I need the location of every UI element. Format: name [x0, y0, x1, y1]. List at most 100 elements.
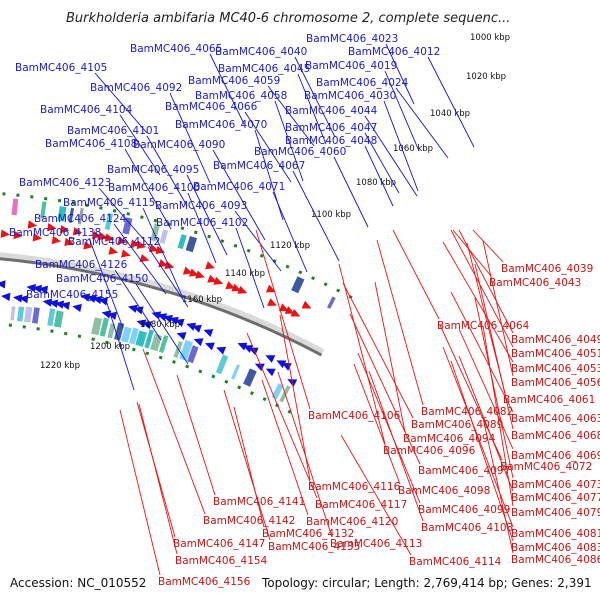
forward-gene-label: BamMC406_4112 — [68, 236, 160, 248]
reverse-gene-label: BamMC406_4072 — [500, 461, 592, 473]
reverse-gene-label: BamMC406_4135 — [268, 541, 360, 553]
genome-rings — [0, 192, 353, 414]
reverse-gene-label: BamMC406_4049 — [511, 334, 600, 346]
reverse-gene-arrow — [149, 244, 159, 253]
forward-leader-line — [297, 73, 327, 145]
reverse-gene-label: BamMC406_4099 — [418, 504, 510, 516]
forward-gene-arrow — [204, 342, 215, 351]
forward-leader-line — [364, 145, 394, 207]
feature-block — [185, 235, 198, 253]
reverse-leader-line — [452, 229, 492, 277]
forward-gene-label: BamMC406_4108 — [45, 138, 137, 150]
reverse-leader-line — [138, 403, 178, 555]
forward-gene-arrow — [18, 294, 29, 304]
forward-gene-arrow — [276, 360, 287, 369]
forward-leader-line — [244, 111, 292, 183]
forward-gene-label: BamMC406_4047 — [285, 122, 377, 134]
feature-block — [159, 229, 169, 244]
reverse-gene-arrow — [188, 268, 199, 277]
feature-block — [128, 327, 139, 345]
feature-block — [122, 217, 133, 235]
reverse-gene-label: BamMC406_4053 — [511, 363, 600, 375]
forward-leader-line — [88, 237, 124, 329]
reverse-gene-arrow — [0, 229, 11, 238]
reverse-leader-line — [255, 229, 311, 410]
reverse-gene-label: BamMC406_4096 — [383, 445, 476, 457]
forward-leader-line — [272, 191, 308, 273]
tick-label: 1000 kbp — [470, 33, 510, 43]
forward-leader-line — [274, 100, 304, 182]
reverse-gene-arrow — [32, 233, 43, 242]
feature-block — [114, 322, 125, 341]
reverse-gene-label: BamMC406_4081 — [511, 528, 600, 540]
forward-gene-arrow — [0, 280, 6, 289]
tick-label: 1120 kbp — [270, 241, 310, 251]
feature-block — [77, 207, 84, 225]
tick-label: 1160 kbp — [182, 295, 222, 305]
forward-gene-arrow — [216, 346, 227, 355]
reverse-gene-arrow — [207, 274, 218, 283]
forward-gene-label: BamMC406_4067 — [213, 160, 305, 172]
forward-leader-line — [292, 170, 340, 262]
reverse-gene-label: BamMC406_4142 — [203, 515, 295, 527]
reverse-gene-arrow — [59, 225, 70, 234]
forward-leader-line — [146, 135, 188, 207]
forward-gene-arrow — [136, 319, 147, 328]
feature-block — [231, 364, 241, 380]
reverse-gene-arrow — [284, 306, 295, 314]
reverse-leader-line — [261, 379, 309, 516]
forward-gene-label: BamMC406_4044 — [285, 105, 378, 117]
forward-gene-arrow — [72, 303, 82, 313]
forward-leader-line — [124, 148, 172, 230]
forward-gene-label: BamMC406_4105 — [15, 62, 107, 74]
forward-gene-arrow — [237, 342, 248, 351]
forward-gene-label: BamMC406_4155 — [26, 289, 118, 301]
forward-gene-label: BamMC406_4019 — [305, 60, 397, 72]
reverse-gene-label: BamMC406_4083 — [511, 542, 600, 554]
forward-gene-arrow — [203, 329, 214, 337]
reverse-leader-line — [442, 241, 514, 363]
reverse-gene-label: BamMC406_4039 — [501, 263, 593, 275]
forward-gene-label: BamMC406_4124 — [34, 213, 127, 225]
forward-leader-line — [186, 174, 228, 256]
reverse-leader-line — [458, 328, 514, 450]
feature-block — [291, 276, 305, 294]
accession-text: Accession: NC_010552 — [10, 576, 146, 590]
reverse-leader-line — [233, 406, 265, 528]
forward-gene-label: BamMC406_4040 — [215, 46, 307, 58]
forward-gene-arrow — [26, 283, 36, 293]
backbone-shadow — [0, 252, 325, 356]
forward-leader-line — [234, 210, 282, 272]
reverse-gene-arrow — [72, 227, 83, 236]
reverse-gene-arrow — [231, 283, 242, 292]
feature-block — [99, 317, 110, 337]
feature-block — [57, 206, 67, 222]
forward-leader-line — [364, 132, 400, 194]
reverse-gene-label: BamMC406_4154 — [175, 555, 268, 567]
reverse-gene-label: BamMC406_4098 — [398, 485, 490, 497]
forward-leader-line — [427, 56, 475, 148]
forward-gene-label: BamMC406_4138 — [9, 227, 101, 239]
tick-label: 1080 kbp — [356, 178, 396, 188]
reverse-gene-label: BamMC406_4147 — [173, 538, 265, 550]
reverse-gene-label: BamMC406_4063 — [511, 413, 600, 425]
forward-leader-line — [135, 283, 189, 365]
reverse-gene-label: BamMC406_4073 — [511, 479, 600, 491]
forward-gene-label: BamMC406_4012 — [348, 46, 440, 58]
forward-leader-line — [395, 87, 449, 159]
reverse-gene-arrow — [91, 230, 102, 240]
forward-leader-line — [333, 156, 369, 228]
reverse-gene-label: BamMC406_4089 — [411, 419, 503, 431]
reverse-gene-label: BamMC406_4082 — [421, 406, 513, 418]
forward-leader-line — [113, 223, 167, 295]
reverse-gene-label: BamMC406_4061 — [503, 394, 595, 406]
reverse-gene-label: BamMC406_4114 — [409, 556, 502, 568]
forward-leader-line — [94, 72, 148, 134]
feature-block — [10, 306, 16, 321]
forward-gene-arrow — [248, 347, 259, 356]
forward-gene-label: BamMC406_4100 — [108, 182, 200, 194]
reverse-gene-arrow — [182, 266, 193, 275]
reverse-gene-label: BamMC406_4116 — [308, 481, 401, 493]
reverse-gene-arrow — [158, 259, 169, 268]
